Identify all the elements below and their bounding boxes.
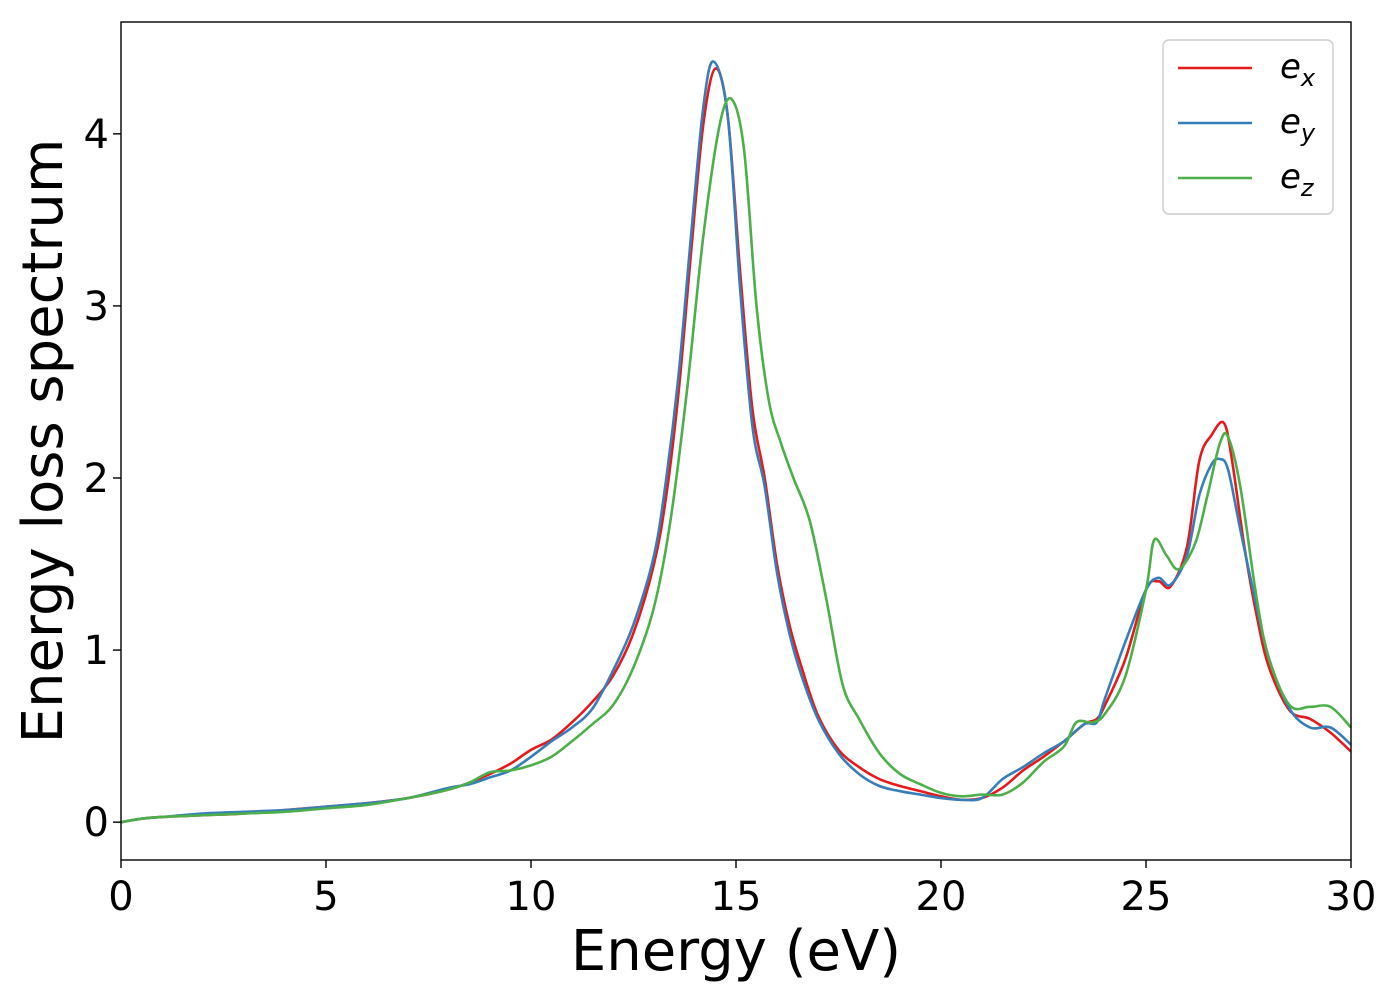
legend-label-x: ex [1280,47,1316,92]
x-axis-title: Energy (eV) [571,919,901,984]
y-tick-label: 2 [84,456,109,502]
x-axis: 0 5 10 15 20 25 30 [108,860,1376,920]
legend-label-y: ey [1280,102,1316,147]
x-tick-label: 30 [1326,874,1377,920]
y-axis: 0 1 2 3 4 [84,112,121,846]
x-tick-label: 10 [506,874,557,920]
x-tick-label: 25 [1121,874,1172,920]
y-axis-title: Energy loss spectrum [11,139,76,744]
series-line-y [120,60,1352,824]
y-tick-label: 1 [84,628,109,674]
x-tick-label: 15 [711,874,762,920]
y-tick-label: 0 [84,800,109,846]
x-tick-label: 0 [108,874,133,920]
legend: ex ey ez [1162,39,1334,215]
x-tick-label: 5 [313,874,338,920]
y-tick-label: 3 [84,284,109,330]
series-layer [120,60,1352,824]
series-line-x [120,67,1352,824]
x-tick-label: 20 [916,874,967,920]
legend-box [1162,39,1334,215]
y-tick-label: 4 [84,112,109,158]
series-line-z [120,97,1352,824]
legend-label-z: ez [1280,157,1315,202]
